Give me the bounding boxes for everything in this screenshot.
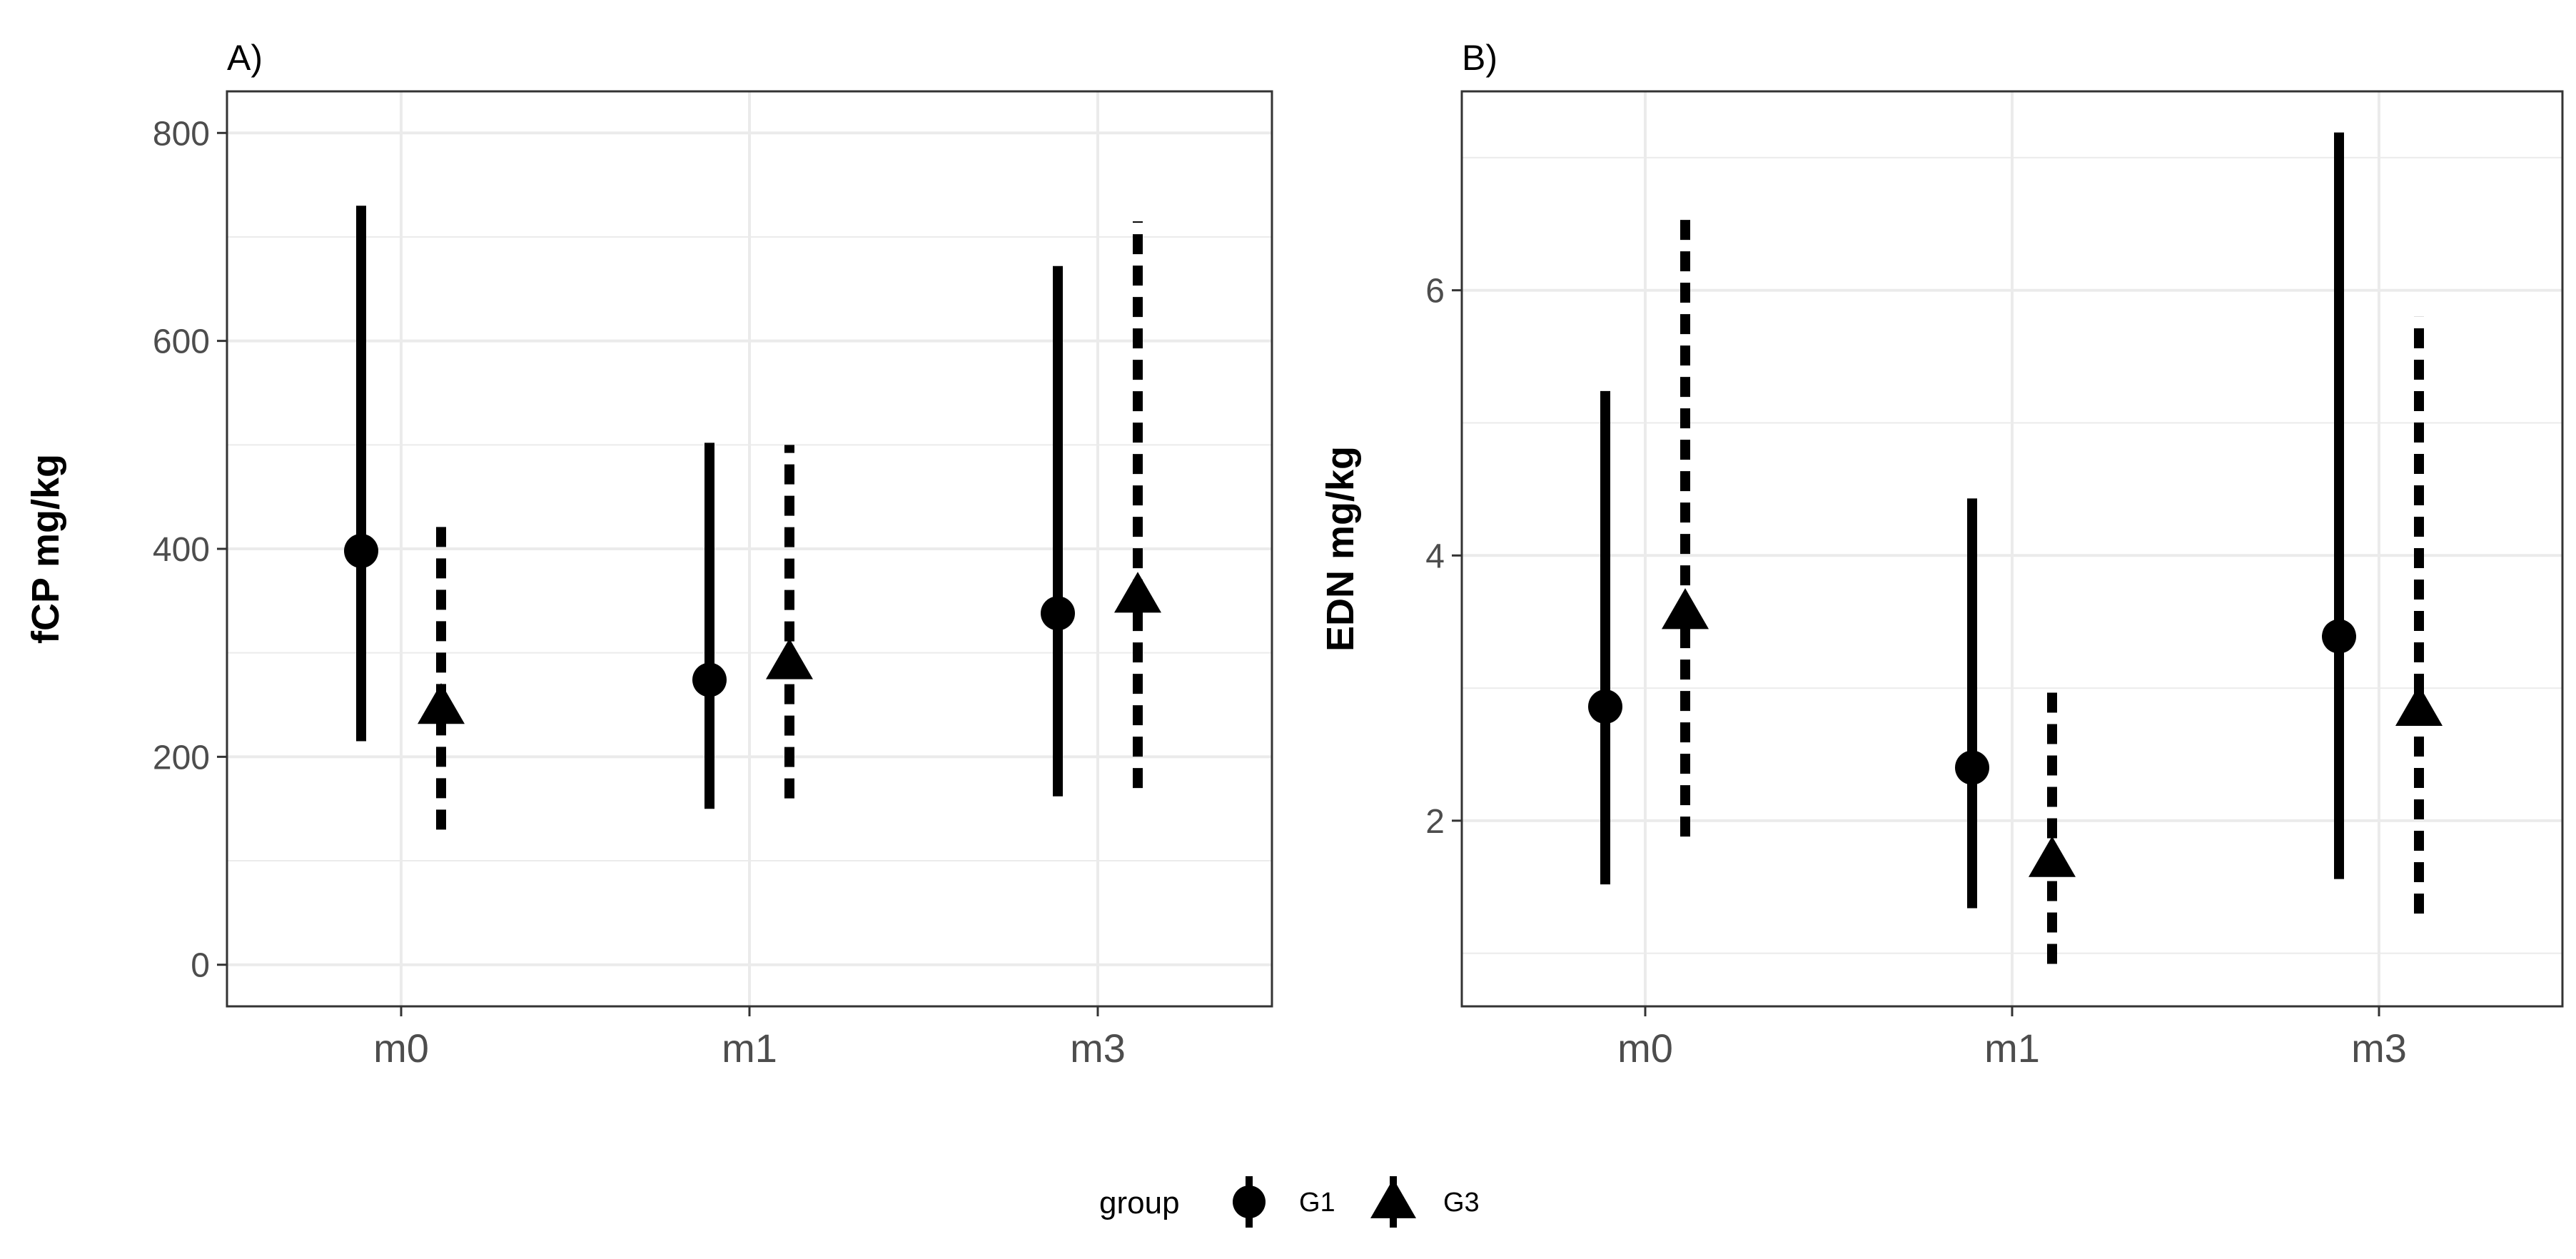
panel-b-errorbars — [1600, 132, 2424, 964]
panel-b-point-g1-m3 — [2322, 619, 2356, 654]
panel-a-y-tick-label: 600 — [153, 323, 210, 361]
panel-b-y-tick-label: 6 — [1425, 273, 1445, 310]
panel-b: 2 4 6 m0 m1 m3 B) EDN mg/kg — [1319, 38, 2564, 1071]
panel-b-x-tick-label: m0 — [1617, 1026, 1673, 1071]
panel-b-y-axis-label: EDN mg/kg — [1319, 446, 1362, 652]
panel-b-point-g3-m0 — [1662, 588, 1709, 630]
legend-key-g3-triangle — [1370, 1178, 1416, 1218]
panel-b-point-g1-m1 — [1955, 750, 1989, 785]
panel-b-title: B) — [1462, 38, 1497, 78]
panel-a-point-g1-m0 — [344, 533, 378, 568]
panel-a-y-tick-label: 200 — [153, 739, 210, 777]
panel-a-point-g1-m3 — [1041, 596, 1075, 631]
legend-key-g3 — [1370, 1176, 1416, 1228]
panel-a-point-g3-m3 — [1114, 572, 1161, 613]
panel-b-point-g3-m1 — [2029, 836, 2076, 877]
panel-a-points — [344, 533, 1161, 724]
panel-b-x-tick-label: m3 — [2351, 1026, 2407, 1071]
panel-a: 0 200 400 600 800 m0 m1 m3 A) fCP mg/kg — [24, 38, 1273, 1071]
panel-a-y-tick-label: 0 — [191, 947, 210, 985]
panel-b-point-g3-m3 — [2395, 684, 2443, 726]
panel-a-x-tick-label: m1 — [722, 1026, 777, 1071]
panel-a-point-g1-m1 — [692, 662, 727, 697]
panel-a-y-ticks: 0 200 400 600 800 — [153, 115, 227, 985]
panel-a-y-tick-label: 800 — [153, 115, 210, 153]
panel-a-point-g3-m1 — [766, 638, 813, 679]
panel-a-y-axis-label: fCP mg/kg — [24, 454, 67, 644]
panel-b-y-tick-label: 4 — [1425, 537, 1445, 575]
panel-b-x-tick-label: m1 — [1984, 1026, 2040, 1071]
panel-a-title: A) — [227, 38, 263, 78]
panel-b-y-tick-label: 2 — [1425, 803, 1445, 841]
legend-key-g1 — [1233, 1176, 1266, 1228]
legend-key-g1-circle — [1233, 1185, 1266, 1218]
panel-b-grid — [1462, 91, 2562, 1006]
panel-a-x-tick-label: m3 — [1070, 1026, 1126, 1071]
panel-b-point-g1-m0 — [1588, 689, 1622, 724]
legend-label-g1: G1 — [1299, 1188, 1335, 1218]
panel-a-x-ticks: m0 m1 m3 — [373, 1006, 1126, 1071]
panel-a-point-g3-m0 — [418, 683, 465, 724]
panel-a-errorbars — [356, 206, 1143, 830]
panel-a-y-tick-label: 400 — [153, 531, 210, 569]
panel-a-grid — [227, 91, 1272, 1006]
legend-title: group — [1099, 1185, 1180, 1220]
legend-label-g3: G3 — [1443, 1188, 1480, 1218]
legend: group G1 G3 — [1099, 1176, 1480, 1228]
panel-b-x-ticks: m0 m1 m3 — [1617, 1006, 2407, 1071]
panel-b-y-ticks: 2 4 6 — [1425, 273, 1462, 841]
panel-b-points — [1588, 588, 2443, 877]
panel-a-x-tick-label: m0 — [373, 1026, 429, 1071]
